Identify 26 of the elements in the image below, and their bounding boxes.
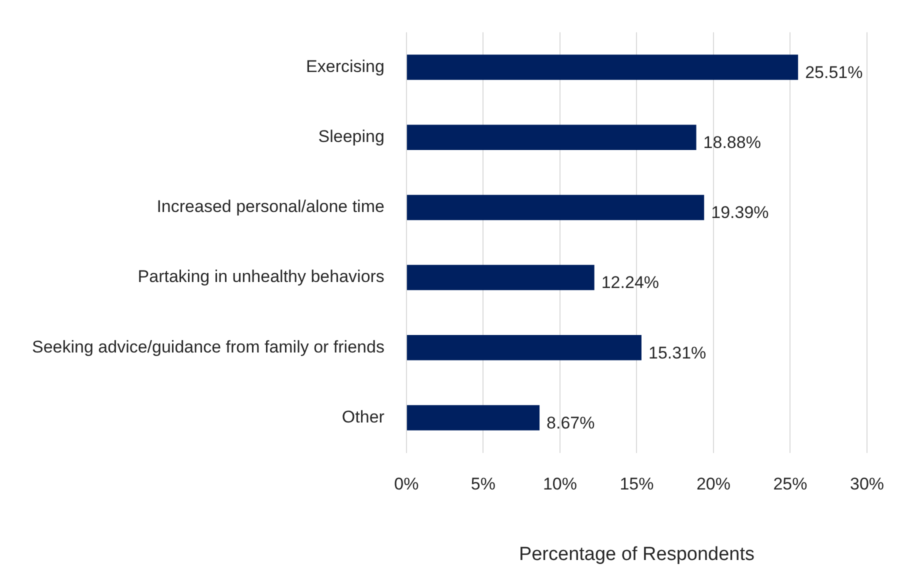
x-tick-label: 0%: [394, 474, 419, 494]
data-label: 12.24%: [601, 273, 660, 292]
data-label: 19.39%: [711, 203, 769, 222]
x-tick-label: 30%: [850, 474, 884, 494]
x-tick-label: 15%: [620, 474, 654, 494]
bar: [406, 194, 704, 220]
y-tick-label: Other: [342, 407, 385, 426]
x-axis-title: Percentage of Respondents: [518, 544, 755, 565]
bar: [406, 124, 696, 150]
y-tick-label: Sleeping: [318, 127, 384, 146]
data-label: 25.51%: [805, 62, 863, 82]
y-tick-label: Exercising: [306, 56, 384, 76]
bar: [406, 264, 594, 290]
data-label: 18.88%: [703, 133, 761, 152]
bar: [406, 54, 798, 80]
data-label: 15.31%: [648, 343, 706, 362]
y-tick-label: Increased personal/alone time: [156, 197, 384, 216]
x-tick-label: 20%: [696, 474, 730, 494]
x-tick-label: 10%: [542, 474, 577, 494]
x-tick-label: 25%: [773, 474, 808, 494]
x-tick-label: 5%: [470, 474, 496, 494]
data-label: 8.67%: [546, 413, 595, 432]
bar: [406, 405, 540, 430]
y-tick-label: Partaking in unhealthy behaviors: [138, 267, 384, 286]
y-tick-label: Seeking advice/guidance from family or friends: [32, 337, 384, 356]
bar: [406, 335, 642, 360]
